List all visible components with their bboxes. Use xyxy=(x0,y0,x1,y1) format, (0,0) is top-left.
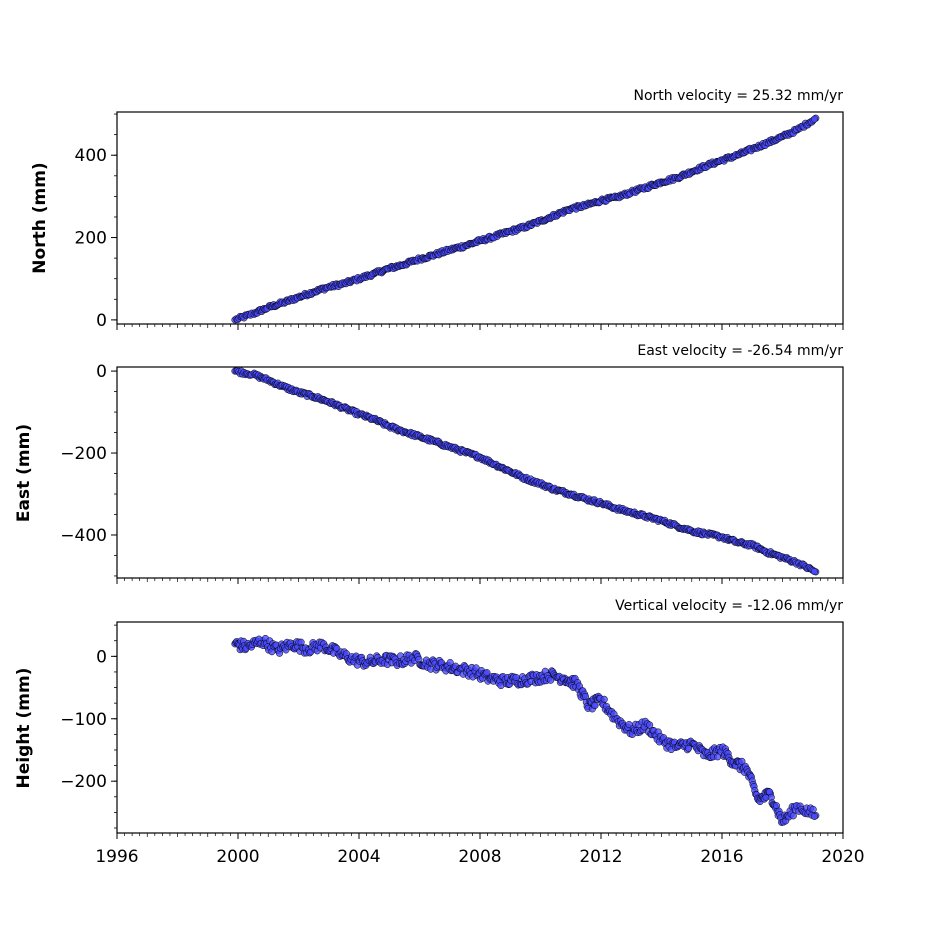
height-x-tick-label: 1996 xyxy=(95,847,138,867)
height-data-point xyxy=(591,702,599,710)
east-y-tick-label: 0 xyxy=(96,362,107,382)
height-y-tick-label: −200 xyxy=(60,772,107,792)
north-y-tick-label: 200 xyxy=(75,229,107,249)
height-data-point xyxy=(600,695,608,703)
height-y-tick-label: −100 xyxy=(60,710,107,730)
north-y-axis-label: North (mm) xyxy=(30,162,50,273)
height-panel: Vertical velocity = -12.06 mm/yr Height … xyxy=(14,598,865,867)
height-y-axis-label: Height (mm) xyxy=(14,668,34,789)
east-panel-title: East velocity = -26.54 mm/yr xyxy=(637,343,843,359)
height-data-point xyxy=(789,812,797,820)
north-panel: North velocity = 25.32 mm/yr North (mm) … xyxy=(30,88,844,331)
east-y-tick-label: −200 xyxy=(60,444,107,464)
height-data-point xyxy=(810,812,819,820)
height-panel-title: Vertical velocity = -12.06 mm/yr xyxy=(615,598,843,614)
north-y-tick-label: 400 xyxy=(75,146,107,166)
height-data-point xyxy=(809,805,817,813)
height-y-tick-label: 0 xyxy=(96,647,107,667)
height-data-point xyxy=(547,676,555,684)
height-x-tick-label: 2020 xyxy=(821,847,864,867)
east-data-points xyxy=(231,367,820,576)
north-y-tick-label: 0 xyxy=(96,311,107,331)
height-x-tick-label: 2008 xyxy=(458,847,501,867)
height-x-tick-label: 2000 xyxy=(216,847,259,867)
height-data-point xyxy=(446,659,454,667)
east-data-point xyxy=(810,567,819,576)
north-panel-title: North velocity = 25.32 mm/yr xyxy=(633,88,843,104)
east-y-tick-label: −400 xyxy=(60,526,107,546)
height-data-point xyxy=(512,673,520,681)
east-y-axis-label: East (mm) xyxy=(14,424,34,522)
height-x-tick-label: 2016 xyxy=(700,847,743,867)
north-data-point xyxy=(810,115,819,123)
height-data-points xyxy=(231,634,820,826)
north-data-points xyxy=(231,114,820,324)
height-x-tick-label: 2012 xyxy=(579,847,622,867)
height-data-point xyxy=(646,721,654,729)
height-data-point xyxy=(483,669,491,677)
height-x-tick-label: 2004 xyxy=(337,847,380,867)
east-panel: East velocity = -26.54 mm/yr East (mm) 0… xyxy=(14,343,844,584)
height-data-point xyxy=(738,757,746,765)
